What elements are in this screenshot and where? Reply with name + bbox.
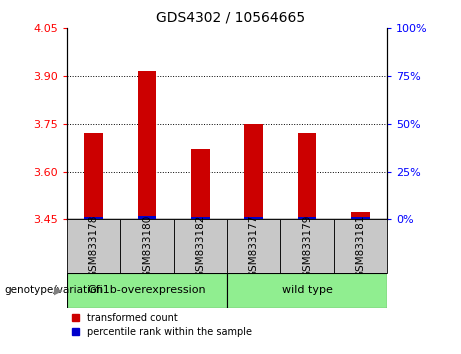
Bar [84,217,103,219]
Text: GDS4302 / 10564665: GDS4302 / 10564665 [156,11,305,25]
Text: GSM833182: GSM833182 [195,214,205,278]
Bar [351,212,370,219]
Bar [298,133,317,219]
Bar [191,149,210,219]
Text: genotype/variation: genotype/variation [5,285,104,295]
Text: GSM833178: GSM833178 [89,214,99,278]
Bar [334,219,387,273]
Bar [67,219,120,273]
Bar [351,217,370,219]
Text: wild type: wild type [282,285,332,295]
Bar [120,219,174,273]
Text: Gfi1b-overexpression: Gfi1b-overexpression [88,285,206,295]
Legend: transformed count, percentile rank within the sample: transformed count, percentile rank withi… [72,313,252,337]
Bar [137,216,156,219]
Bar [280,219,334,273]
Bar [244,217,263,219]
Bar [298,217,317,219]
Text: GSM833177: GSM833177 [249,214,259,278]
Bar [244,124,263,219]
Bar [84,133,103,219]
Text: GSM833179: GSM833179 [302,214,312,278]
Bar [174,219,227,273]
Bar [137,71,156,219]
Text: GSM833181: GSM833181 [355,214,366,278]
Bar [227,273,387,308]
Bar [227,219,280,273]
Text: ▶: ▶ [54,285,62,295]
Bar [191,217,210,219]
Text: GSM833180: GSM833180 [142,215,152,278]
Bar [67,273,227,308]
